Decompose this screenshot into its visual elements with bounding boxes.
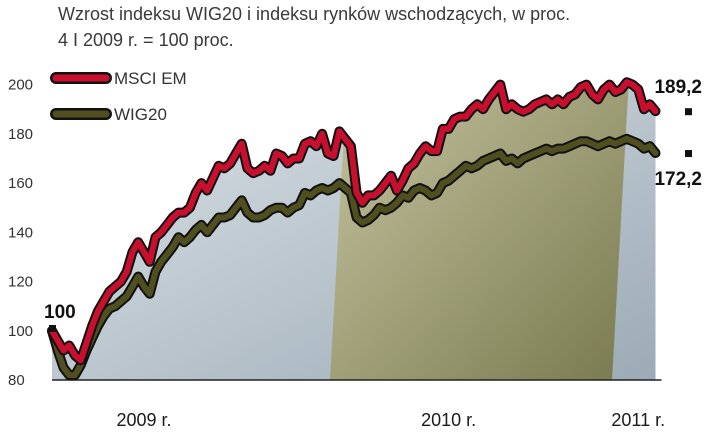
series-line-wig20: [49, 135, 659, 379]
y-axis: 80 100 120 140 160 180 200: [8, 77, 33, 389]
x-tick-label: 2009 r.: [116, 410, 171, 430]
marker-msci-end: [685, 108, 692, 116]
annotations: 100 189,2 172,2: [44, 77, 702, 332]
y-tick-label: 80: [8, 372, 25, 389]
x-tick-label: 2010 r.: [421, 410, 476, 430]
chart-title-block: Wzrost indeksu WIG20 i indeksu rynków ws…: [58, 4, 570, 50]
annotation-wig-end: 172,2: [654, 169, 702, 190]
series-line-msci-em: [49, 79, 659, 364]
legend-label-wig: WIG20: [114, 105, 167, 124]
x-axis: 2009 r. 2010 r. 2011 r.: [116, 410, 665, 430]
y-tick-label: 200: [8, 77, 33, 94]
marker-wig-end: [685, 150, 692, 158]
chart-title: Wzrost indeksu WIG20 i indeksu rynków ws…: [58, 4, 570, 24]
y-tick-label: 100: [8, 323, 33, 340]
chart-subtitle: 4 I 2009 r. = 100 proc.: [58, 30, 234, 50]
y-tick-label: 180: [8, 126, 33, 143]
annotation-start: 100: [44, 302, 76, 323]
legend: MSCI EM WIG20: [50, 69, 187, 124]
annotation-msci-end: 189,2: [654, 77, 702, 98]
y-tick-label: 120: [8, 274, 33, 291]
series-lines: [47, 77, 661, 381]
y-tick-label: 140: [8, 224, 33, 241]
y-tick-label: 160: [8, 175, 33, 192]
legend-label-msci: MSCI EM: [114, 69, 187, 88]
marker-start: [49, 325, 56, 332]
x-tick-label: 2011 r.: [611, 410, 665, 430]
